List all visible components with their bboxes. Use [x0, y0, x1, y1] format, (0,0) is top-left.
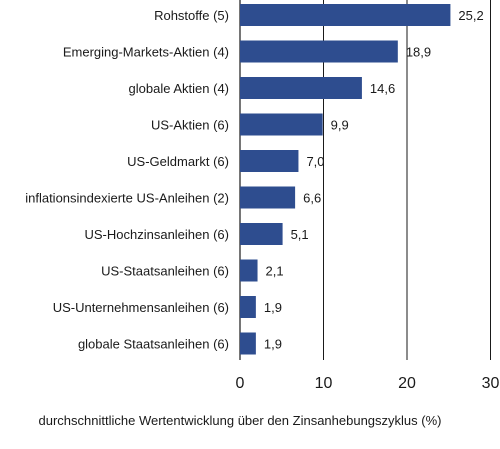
value-label: 9,9 [331, 118, 349, 133]
category-labels: Rohstoffe (5) Emerging-Markets-Aktien (4)… [25, 8, 229, 352]
bar [240, 150, 299, 172]
x-tick-labels: 0 10 20 30 [236, 375, 500, 392]
value-label: 7,0 [306, 154, 324, 169]
value-labels: 25,2 18,9 14,6 9,9 7,0 6,6 5,1 2,1 1,9 1,9 [264, 8, 484, 352]
category-label: US-Unternehmensanleihen (6) [53, 300, 229, 315]
category-label: Emerging-Markets-Aktien (4) [63, 45, 229, 60]
bar [240, 223, 283, 245]
category-label: globale Aktien (4) [129, 81, 229, 96]
bar [240, 40, 398, 63]
bar [240, 77, 362, 99]
bar [240, 4, 451, 26]
value-label: 18,9 [406, 45, 431, 60]
bar [240, 259, 258, 282]
bars [240, 4, 451, 355]
x-tick-label: 0 [236, 375, 245, 392]
x-axis-title: durchschnittliche Wertentwicklung über d… [39, 413, 442, 428]
bar [240, 113, 323, 136]
category-label: US-Staatsanleihen (6) [101, 264, 229, 279]
value-label: 5,1 [291, 227, 309, 242]
value-label: 1,9 [264, 300, 282, 315]
x-tick-label: 20 [398, 375, 416, 392]
x-tick-label: 30 [482, 375, 500, 392]
category-label: inflationsindexierte US-Anleihen (2) [25, 191, 229, 206]
value-label: 2,1 [266, 264, 284, 279]
x-tick-label: 10 [315, 375, 333, 392]
category-label: US-Geldmarkt (6) [127, 154, 229, 169]
bar [240, 296, 256, 318]
value-label: 6,6 [303, 191, 321, 206]
value-label: 1,9 [264, 337, 282, 352]
category-label: US-Hochzinsanleihen (6) [84, 227, 229, 242]
bar [240, 332, 256, 355]
bar [240, 186, 296, 209]
category-label: Rohstoffe (5) [154, 8, 229, 23]
value-label: 25,2 [458, 8, 483, 23]
category-label: globale Staatsanleihen (6) [78, 337, 229, 352]
category-label: US-Aktien (6) [151, 118, 229, 133]
value-label: 14,6 [370, 81, 395, 96]
